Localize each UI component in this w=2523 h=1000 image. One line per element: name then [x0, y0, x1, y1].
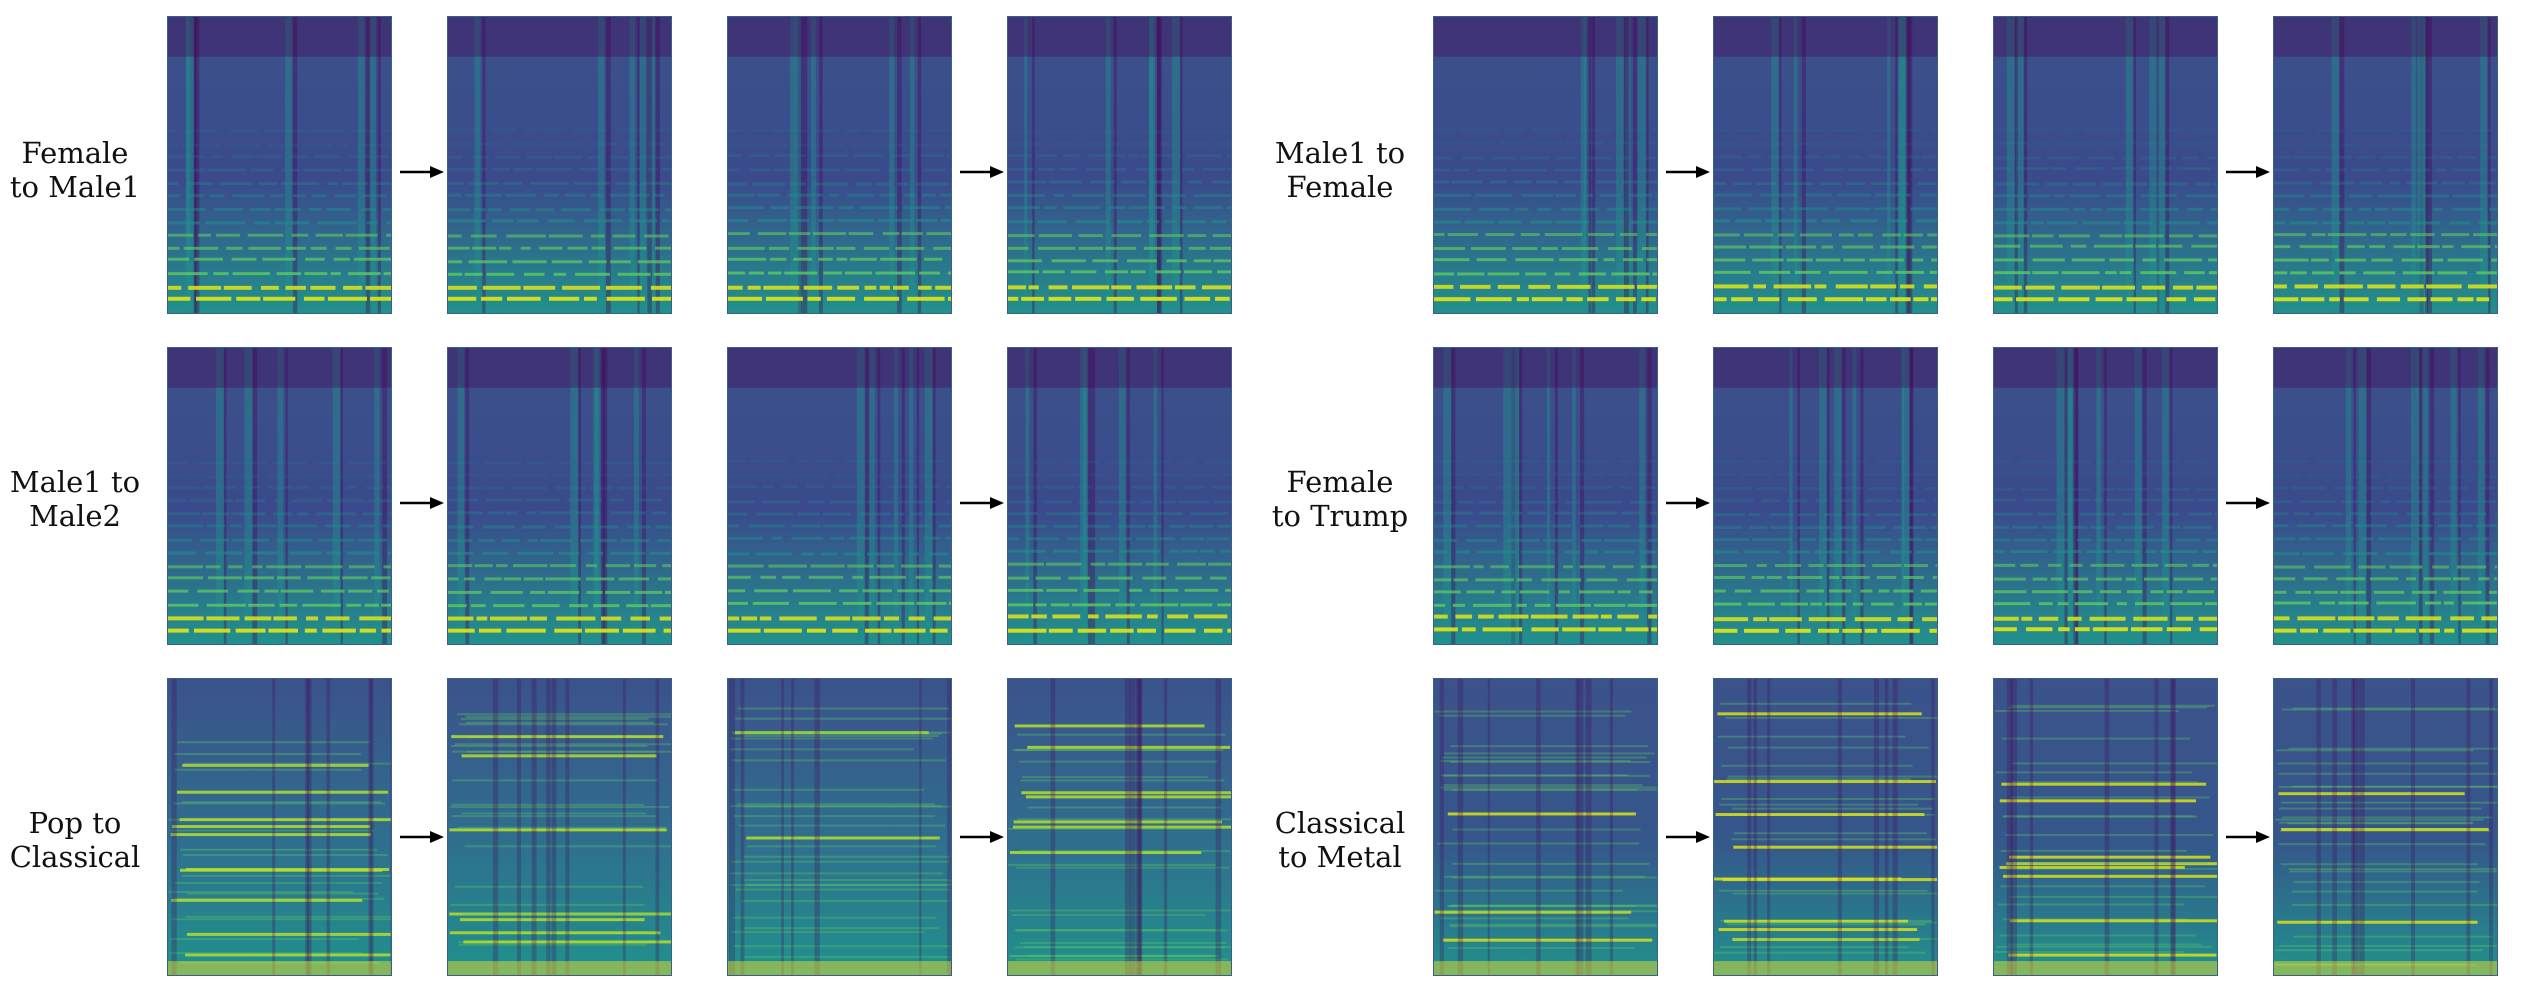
row-label-line: Male1 to [1274, 136, 1406, 170]
row-label-line: to Trump [1271, 499, 1409, 533]
spectrogram-input [727, 16, 952, 314]
arrow-right-icon [1666, 165, 1710, 179]
spectrogram-image [2274, 348, 2497, 644]
arrow-right-icon [400, 830, 444, 844]
arrow-right-icon [1666, 496, 1710, 510]
spectrogram-image [1434, 348, 1657, 644]
arrow-right-icon [960, 496, 1004, 510]
spectrogram-output [2273, 678, 2498, 976]
spectrogram-output [2273, 347, 2498, 645]
row-label-line: Female [1286, 170, 1394, 204]
spectrogram-output [1713, 678, 1938, 976]
spectrogram-input [167, 678, 392, 976]
spectrogram-image [1994, 17, 2217, 313]
spectrogram-output [447, 678, 672, 976]
spectrogram-output [1007, 678, 1232, 976]
row-label-male1-to-female: Male1 to Female [1265, 136, 1415, 204]
arrow-right-icon [960, 165, 1004, 179]
spectrogram-image [728, 679, 951, 975]
spectrogram-input [1993, 16, 2218, 314]
spectrogram-image [448, 17, 671, 313]
spectrogram-image [2274, 679, 2497, 975]
spectrogram-image [728, 17, 951, 313]
row-label-female-to-trump: Female to Trump [1265, 465, 1415, 533]
spectrogram-image [168, 17, 391, 313]
spectrogram-input [1993, 678, 2218, 976]
spectrogram-input [1433, 16, 1658, 314]
spectrogram-output [1007, 347, 1232, 645]
row-label-line: to Metal [1278, 840, 1402, 874]
arrow-right-icon [1666, 830, 1710, 844]
row-label-line: Pop to [28, 806, 122, 840]
arrow-right-icon [2226, 496, 2270, 510]
spectrogram-output [447, 347, 672, 645]
spectrogram-image [168, 348, 391, 644]
row-label-line: Classical [9, 840, 141, 874]
row-label-classical-to-metal: Classical to Metal [1265, 806, 1415, 874]
spectrogram-input [167, 16, 392, 314]
spectrogram-output [1713, 347, 1938, 645]
row-label-line: Female [21, 136, 129, 170]
spectrogram-output [1713, 16, 1938, 314]
spectrogram-image [1714, 348, 1937, 644]
row-label-line: Classical [1274, 806, 1406, 840]
spectrogram-input [1993, 347, 2218, 645]
spectrogram-input [727, 678, 952, 976]
spectrogram-image [1434, 679, 1657, 975]
spectrogram-image [1434, 17, 1657, 313]
row-label-line: Male1 to [9, 465, 141, 499]
spectrogram-output [1007, 16, 1232, 314]
spectrogram-image [1714, 679, 1937, 975]
row-label-line: Female [1286, 465, 1394, 499]
arrow-right-icon [400, 496, 444, 510]
spectrogram-image [1994, 348, 2217, 644]
spectrogram-image [728, 348, 951, 644]
spectrogram-image [448, 679, 671, 975]
row-label-line: to Male1 [9, 170, 141, 204]
row-label-female-to-male1: Female to Male1 [0, 136, 150, 204]
arrow-right-icon [400, 165, 444, 179]
spectrogram-input [167, 347, 392, 645]
arrow-right-icon [960, 830, 1004, 844]
spectrogram-input [1433, 678, 1658, 976]
spectrogram-image [1994, 679, 2217, 975]
spectrogram-output [2273, 16, 2498, 314]
spectrogram-input [1433, 347, 1658, 645]
spectrogram-image [1008, 348, 1231, 644]
arrow-right-icon [2226, 165, 2270, 179]
spectrogram-image [1714, 17, 1937, 313]
spectrogram-image [1008, 679, 1231, 975]
row-label-pop-to-classical: Pop to Classical [0, 806, 150, 874]
row-label-line: Male2 [29, 499, 121, 533]
spectrogram-image [168, 679, 391, 975]
spectrogram-output [447, 16, 672, 314]
spectrogram-image [448, 348, 671, 644]
spectrogram-input [727, 347, 952, 645]
arrow-right-icon [2226, 830, 2270, 844]
spectrogram-image [2274, 17, 2497, 313]
spectrogram-image [1008, 17, 1231, 313]
row-label-male1-to-male2: Male1 to Male2 [0, 465, 150, 533]
